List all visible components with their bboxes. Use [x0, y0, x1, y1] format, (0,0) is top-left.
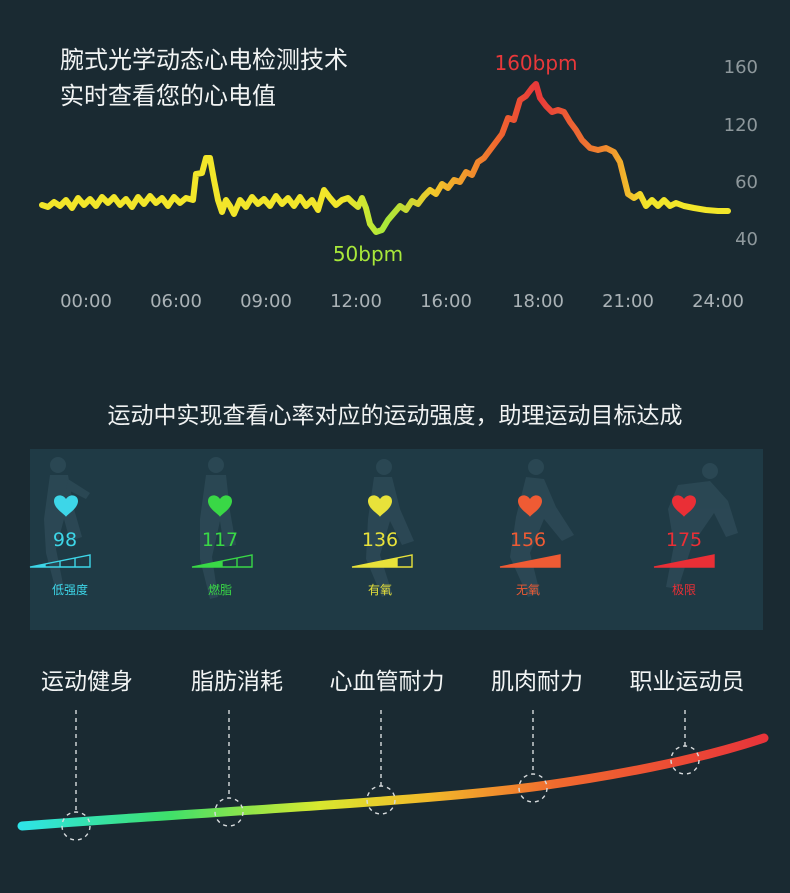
- y-tick-160: 160: [724, 57, 758, 78]
- heart-icon: [672, 495, 696, 517]
- goal-marker-icon: [670, 745, 700, 775]
- heart-icon: [518, 495, 542, 517]
- zone-label: 极限: [671, 583, 696, 597]
- goal-label-pro: 职业运动员: [629, 669, 745, 695]
- heart-rate-line: [39, 81, 731, 235]
- zone-label: 有氧: [367, 583, 392, 597]
- y-tick-60: 60: [735, 172, 758, 193]
- zone-label: 低强度: [51, 583, 88, 597]
- x-tick-2100: 21:00: [602, 291, 654, 312]
- runner-silhouette-icon: [29, 457, 91, 591]
- goal-marker-icon: [518, 773, 548, 803]
- zone-bpm: 175: [665, 529, 703, 551]
- peak-annotation: 160bpm: [494, 51, 577, 75]
- goal-marker-icon: [366, 785, 396, 815]
- goal-label-fat-burn: 脂肪消耗: [191, 669, 283, 695]
- x-tick-0900: 09:00: [240, 291, 292, 312]
- runner-silhouette-icon: [351, 459, 414, 597]
- heart-rate-chart: 160 120 60 40 160bpm 50bpm 00:00 06:00 0…: [39, 51, 758, 312]
- zone-bpm: 98: [52, 529, 78, 551]
- zone-anaerobic: 156 无氧: [478, 449, 598, 634]
- runner-silhouette-icon: [191, 457, 253, 599]
- goal-progress-curve: [17, 710, 769, 841]
- intensity-zones-panel: 98 低强度 117 燃脂: [29, 449, 763, 630]
- zone-limit: 175 极限: [638, 449, 758, 634]
- progress-curve-line: [17, 733, 769, 831]
- zone-low: 98 低强度: [20, 449, 140, 634]
- goal-marker-icon: [214, 797, 244, 827]
- goal-marker-icon: [61, 811, 91, 841]
- headline-line-1: 腕式光学动态心电检测技术: [60, 46, 348, 74]
- intensity-subtitle: 运动中实现查看心率对应的运动强度，助理运动目标达成: [107, 403, 683, 429]
- x-tick-1800: 18:00: [512, 291, 564, 312]
- y-tick-120: 120: [724, 115, 758, 136]
- zone-bpm: 117: [201, 529, 239, 551]
- goal-label-fitness: 运动健身: [41, 669, 133, 695]
- x-tick-0600: 06:00: [150, 291, 202, 312]
- x-tick-1200: 12:00: [330, 291, 382, 312]
- runner-silhouette-icon: [499, 459, 574, 597]
- goal-label-cardio: 心血管耐力: [329, 669, 445, 695]
- y-tick-40: 40: [735, 229, 758, 250]
- heart-icon: [208, 495, 232, 517]
- x-tick-1600: 16:00: [420, 291, 472, 312]
- zone-label: 燃脂: [207, 583, 232, 597]
- zone-bpm: 156: [509, 529, 547, 551]
- heart-icon: [54, 495, 78, 517]
- runner-silhouette-icon: [653, 463, 738, 589]
- zone-label: 无氧: [515, 583, 540, 597]
- x-tick-2400: 24:00: [692, 291, 744, 312]
- zone-fat-burn: 117 燃脂: [170, 449, 290, 634]
- zone-aerobic: 136 有氧: [330, 449, 450, 634]
- zone-bpm: 136: [361, 529, 399, 551]
- goal-label-muscle: 肌肉耐力: [491, 669, 583, 695]
- x-tick-0000: 00:00: [60, 291, 112, 312]
- heart-icon: [368, 495, 392, 517]
- low-annotation: 50bpm: [333, 242, 403, 266]
- headline-line-2: 实时查看您的心电值: [60, 82, 276, 110]
